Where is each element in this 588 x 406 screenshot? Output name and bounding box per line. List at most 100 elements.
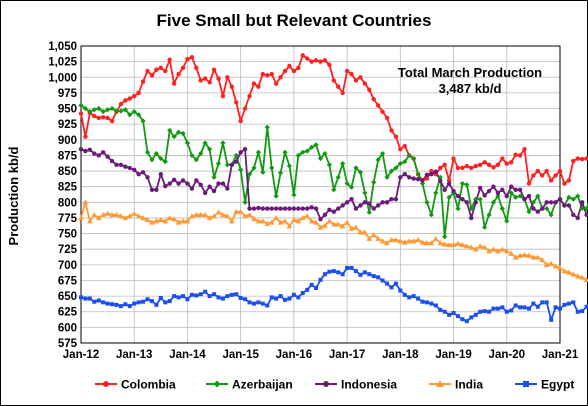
colombia-point: [225, 75, 230, 80]
y-tick-label: 975: [58, 88, 78, 100]
legend-swatch-marker: [323, 381, 329, 387]
india-point: [344, 219, 350, 225]
colombia-point: [247, 93, 252, 99]
azerbaijan-point: [526, 209, 532, 215]
egypt-point: [389, 285, 394, 290]
india-point: [126, 213, 133, 219]
india-point: [490, 246, 497, 252]
indonesia-point: [265, 206, 270, 211]
colombia-point: [167, 57, 172, 62]
azerbaijan-point: [167, 127, 173, 134]
colombia-point: [220, 93, 226, 99]
y-tick-label: 800: [58, 197, 77, 209]
indonesia-point: [477, 185, 483, 191]
india-point: [530, 254, 537, 260]
colombia-point: [154, 67, 159, 72]
azerbaijan-point: [118, 108, 124, 114]
egypt-point: [482, 309, 487, 314]
azerbaijan-point: [313, 142, 319, 148]
colombia-point: [584, 156, 588, 161]
colombia-point: [446, 178, 452, 183]
egypt-point: [194, 293, 199, 298]
azerbaijan-point: [477, 196, 483, 202]
india-point: [464, 243, 470, 249]
egypt-point: [322, 272, 327, 277]
x-tick-label: Jan-14: [169, 349, 206, 361]
colombia-point: [189, 55, 195, 60]
azerbaijan-point: [495, 193, 501, 199]
azerbaijan-point: [468, 205, 474, 212]
egypt-point: [243, 297, 248, 302]
colombia-point: [242, 106, 248, 111]
azerbaijan-point: [304, 148, 310, 154]
y-tick-label: 850: [58, 166, 77, 178]
indonesia-point: [291, 206, 297, 211]
y-axis-label: Production kb/d: [6, 146, 21, 245]
india-point: [384, 240, 390, 246]
azerbaijan-point: [224, 162, 230, 168]
colombia-point: [460, 165, 465, 171]
azerbaijan-point: [442, 234, 448, 240]
indonesia-point: [229, 162, 234, 167]
azerbaijan-point: [269, 165, 275, 171]
india-point: [557, 265, 563, 271]
india-point: [193, 212, 200, 218]
azerbaijan-point: [490, 199, 497, 205]
egypt-point: [216, 295, 221, 300]
egypt-point: [495, 306, 500, 311]
egypt-point: [420, 299, 425, 304]
indonesia-point: [411, 176, 416, 181]
indonesia-point: [269, 206, 274, 211]
egypt-point: [167, 299, 172, 304]
colombia-point: [171, 81, 177, 86]
colombia-point: [185, 56, 190, 62]
india-point: [415, 237, 421, 243]
azerbaijan-point: [335, 174, 341, 180]
azerbaijan-point: [375, 157, 381, 163]
colombia-point: [557, 168, 563, 174]
indonesia-point: [96, 153, 101, 158]
y-tick-label: 1,025: [48, 57, 77, 69]
egypt-point: [189, 292, 194, 297]
india-point: [273, 215, 279, 221]
azerbaijan-point: [340, 160, 346, 167]
india-point: [437, 240, 444, 246]
indonesia-point: [566, 203, 572, 208]
indonesia-point: [336, 206, 341, 211]
azerbaijan-point: [504, 218, 510, 224]
azerbaijan-point: [433, 190, 439, 196]
india-point: [180, 218, 186, 224]
egypt-point: [163, 300, 168, 305]
india-point: [517, 252, 523, 258]
india-point: [508, 250, 515, 256]
india-point: [579, 274, 585, 280]
egypt-point: [309, 282, 314, 287]
indonesia-point: [145, 175, 150, 180]
indonesia-point: [486, 188, 492, 194]
india-point: [552, 263, 559, 269]
egypt-point: [518, 305, 523, 310]
colombia-point: [163, 68, 168, 74]
indonesia-point: [344, 200, 350, 205]
indonesia-point: [211, 188, 217, 194]
legend-label: Azerbaijan: [232, 378, 293, 392]
egypt-point: [229, 292, 234, 297]
colombia-point: [109, 118, 115, 124]
azerbaijan-point: [193, 157, 199, 163]
indonesia-point: [371, 206, 376, 211]
indonesia-point: [207, 184, 212, 189]
india-point: [82, 199, 89, 205]
indonesia-point: [92, 151, 97, 156]
india-point: [109, 212, 115, 218]
india-point: [428, 240, 435, 246]
india-point: [295, 218, 302, 224]
azerbaijan-point: [411, 155, 417, 162]
india-point: [481, 244, 488, 250]
colombia-point: [251, 81, 257, 86]
colombia-point: [340, 90, 345, 96]
india-point: [441, 241, 448, 247]
colombia-point: [282, 68, 288, 74]
india-point: [277, 219, 284, 225]
india-point: [140, 215, 146, 221]
india-point: [175, 219, 182, 225]
